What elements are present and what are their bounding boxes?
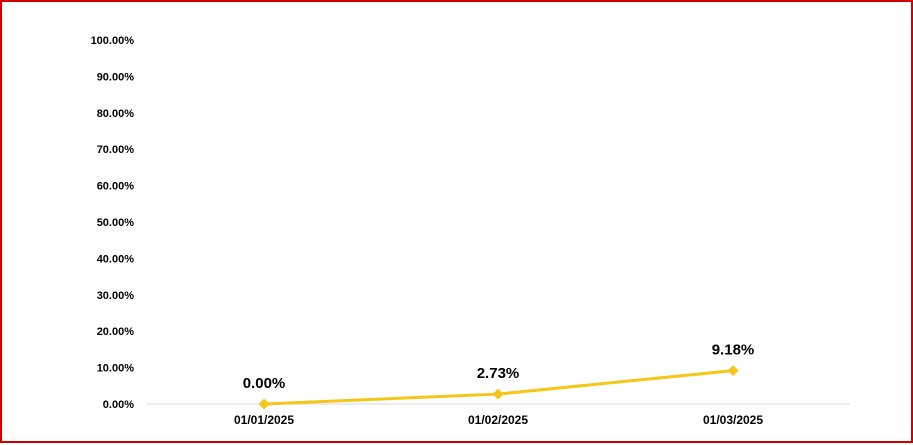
y-tick-label: 90.00% [97, 71, 135, 83]
y-tick-label: 0.00% [103, 399, 134, 411]
y-tick-label: 30.00% [97, 290, 135, 302]
x-tick-label: 01/03/2025 [703, 413, 763, 427]
y-tick-label: 100.00% [91, 35, 135, 47]
x-tick-label: 01/02/2025 [468, 413, 528, 427]
y-tick-label: 40.00% [97, 253, 135, 265]
data-label: 9.18% [712, 342, 755, 359]
y-tick-label: 10.00% [97, 363, 135, 375]
y-tick-label: 60.00% [97, 181, 135, 193]
y-tick-label: 20.00% [97, 326, 135, 338]
y-tick-label: 70.00% [97, 144, 135, 156]
x-tick-label: 01/01/2025 [234, 413, 294, 427]
data-point-marker [727, 365, 739, 377]
data-label: 2.73% [477, 365, 520, 382]
data-point-marker [258, 398, 270, 410]
data-label: 0.00% [243, 375, 286, 392]
y-tick-label: 50.00% [97, 217, 135, 229]
y-tick-label: 80.00% [97, 108, 135, 120]
data-point-marker [492, 388, 504, 400]
